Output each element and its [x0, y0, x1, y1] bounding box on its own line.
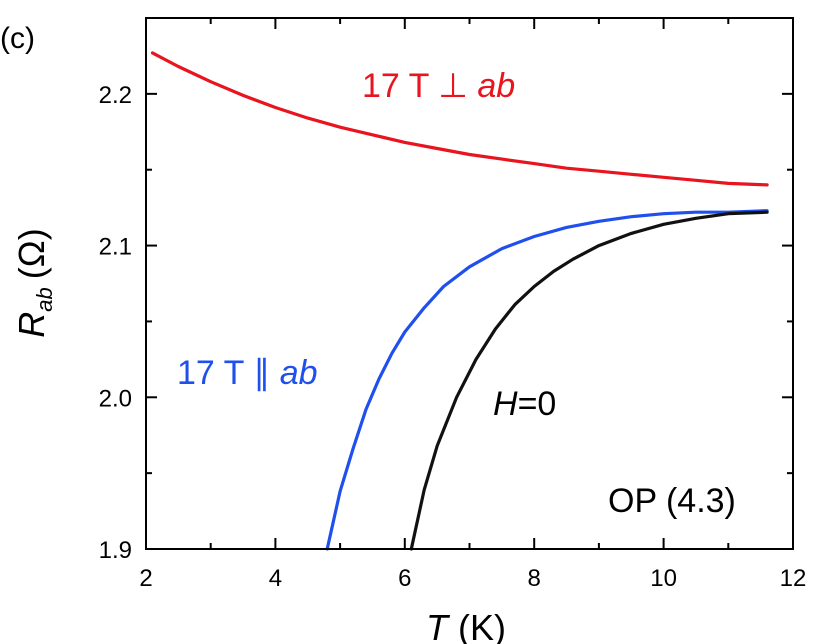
- curves-layer: [150, 51, 769, 551]
- y-tick-label: 2.2: [99, 82, 132, 109]
- annotation-h-zero: H=0: [493, 385, 556, 423]
- x-tick-label: 12: [780, 565, 807, 592]
- annotation-h-italic: H: [493, 385, 518, 423]
- x-axis-unit: (K): [458, 607, 506, 644]
- y-tick-label: 2.1: [99, 234, 132, 261]
- annotation-perp-italic: ab: [477, 67, 515, 105]
- y-tick-label: 1.9: [99, 537, 132, 564]
- annotation-perp-text: 17 T ⊥: [362, 67, 477, 105]
- annotation-h-text: =0: [518, 385, 557, 423]
- annotation-par-italic: ab: [280, 354, 318, 392]
- x-tick-label: 2: [139, 565, 152, 592]
- x-tick-label: 8: [528, 565, 541, 592]
- y-axis-title: Rab (Ω): [11, 228, 57, 337]
- y-axis-subscript: ab: [32, 287, 57, 311]
- x-axis-symbol: T: [426, 607, 451, 644]
- y-axis-unit: (Ω): [11, 228, 52, 279]
- panel-label: (c): [0, 22, 35, 55]
- annotation-sample: OP (4.3): [608, 482, 736, 520]
- x-axis-title: T (K): [426, 607, 506, 644]
- series-line-parallel: [325, 209, 769, 551]
- x-tick-label: 4: [269, 565, 282, 592]
- annotation-17t-perp-ab: 17 T ⊥ ab: [362, 67, 515, 105]
- y-axis-symbol: R: [11, 312, 52, 338]
- ticks-layer: 2 4 6 8 10 12 1.9 2.0 2.1 2.2: [99, 18, 807, 592]
- x-tick-label: 6: [398, 565, 411, 592]
- annotation-par-text: 17 T ∥: [177, 354, 280, 392]
- series-line-perp: [150, 51, 769, 187]
- annotation-17t-parallel-ab: 17 T ∥ ab: [177, 354, 318, 392]
- y-tick-label: 2.0: [99, 385, 132, 412]
- x-tick-label: 10: [650, 565, 677, 592]
- series-line-zero-field: [409, 210, 769, 551]
